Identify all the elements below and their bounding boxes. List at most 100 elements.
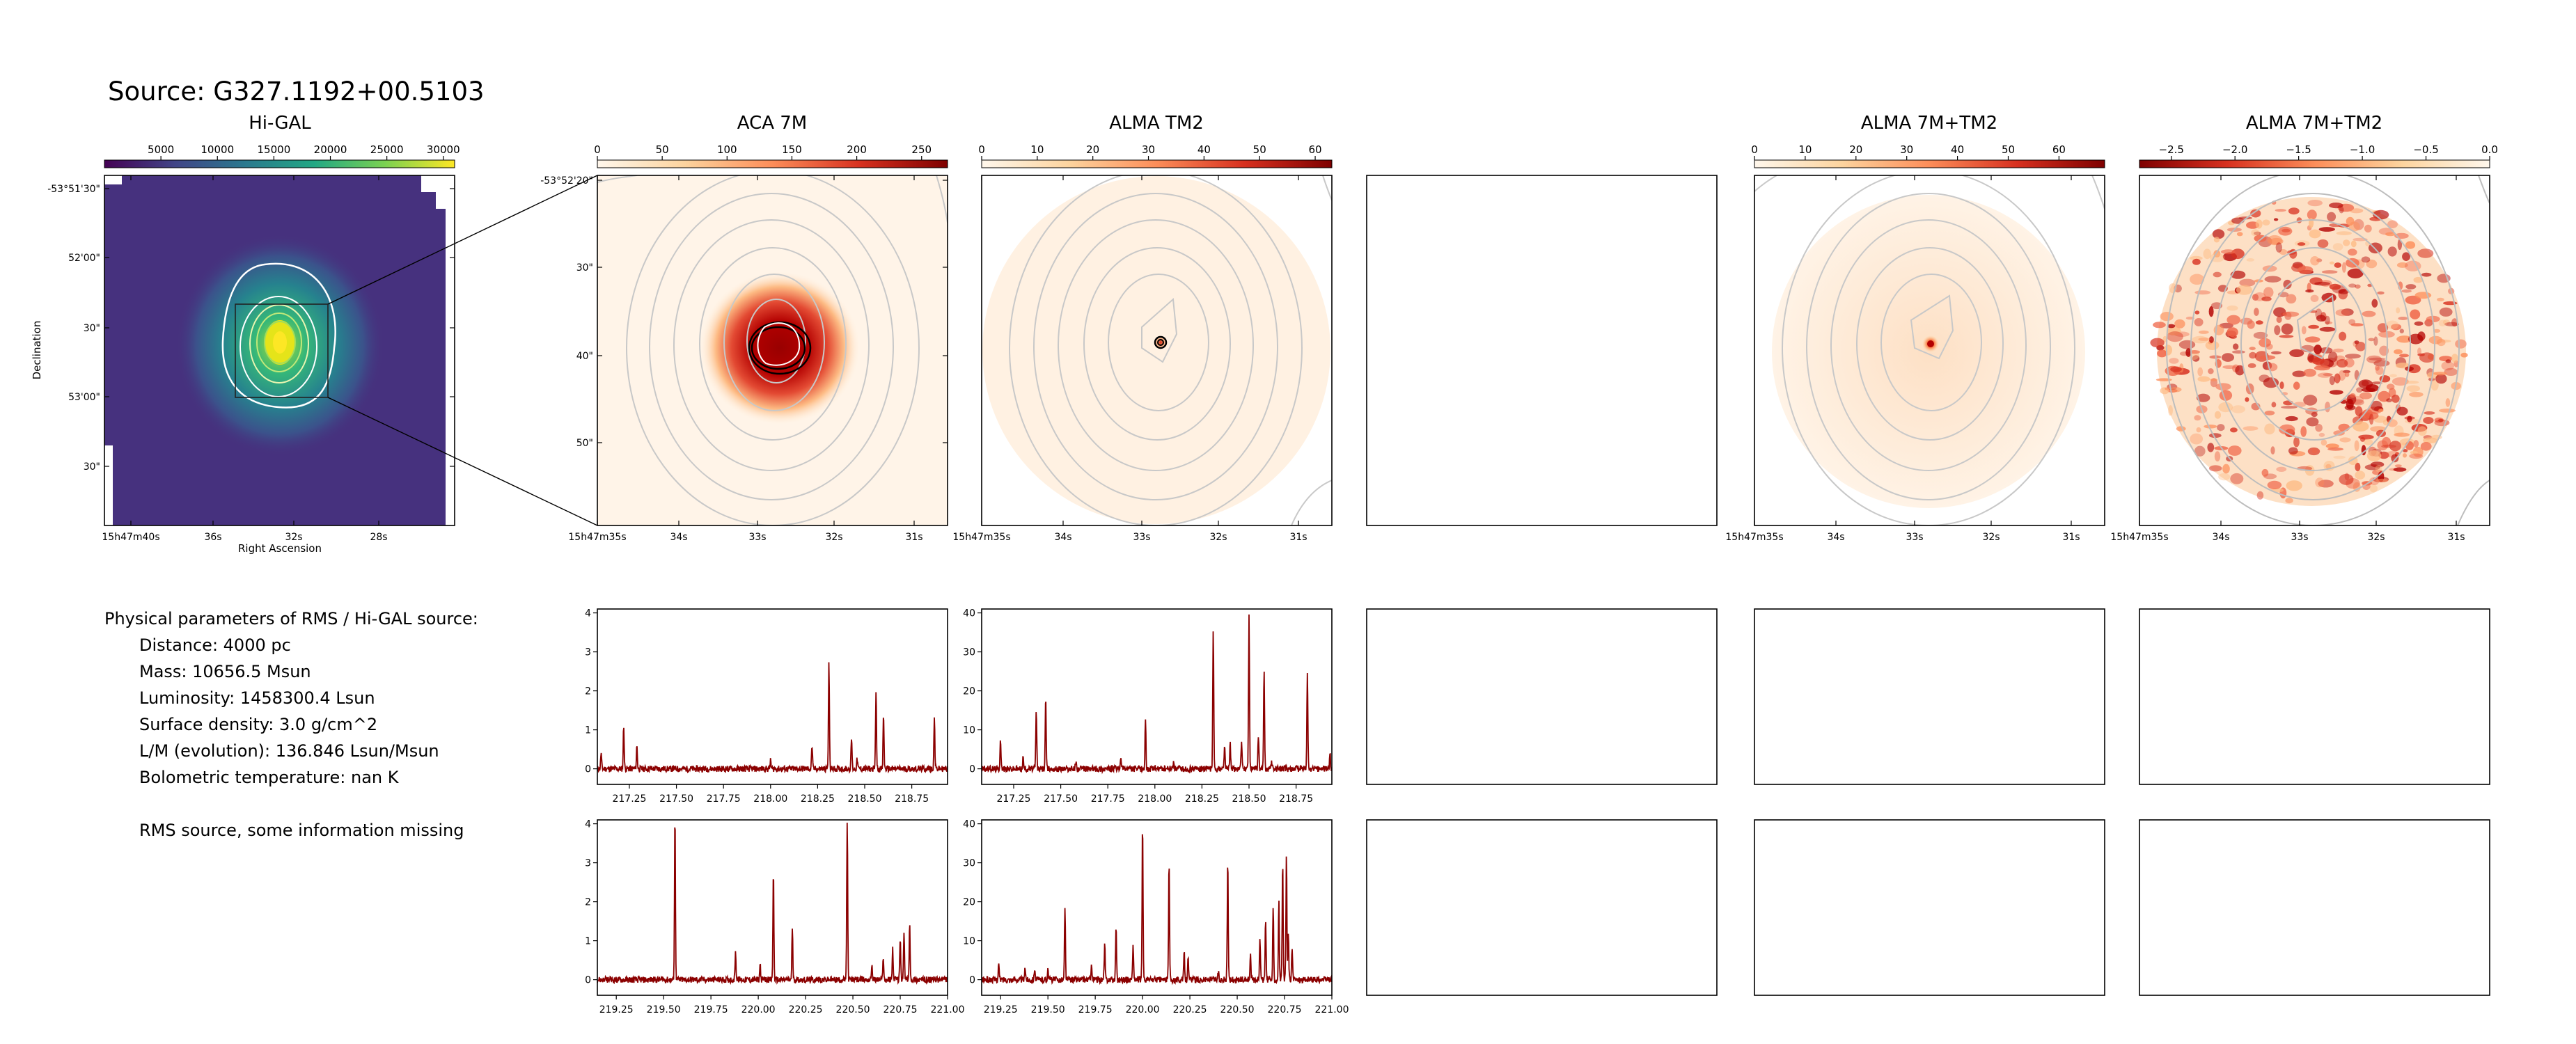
noise-blob	[2192, 258, 2201, 265]
higal-map-frame	[104, 175, 455, 526]
noise-blob	[2366, 259, 2378, 269]
aca7m-grey-contour	[649, 193, 894, 500]
axis-x-tick-label: 31s	[2447, 532, 2465, 543]
noise-blob	[2370, 461, 2385, 468]
noise-blob	[2194, 318, 2204, 326]
noise-blob	[2300, 345, 2315, 353]
noise-blob	[2413, 440, 2419, 448]
aca7m-grey-contour	[626, 175, 920, 525]
alma-tm2-grey-contour	[1083, 247, 1231, 441]
noise-blob	[2389, 441, 2401, 452]
noise-blob	[2185, 316, 2194, 320]
noise-blob	[2286, 294, 2297, 304]
noise-blob	[2444, 322, 2459, 326]
noise-blob	[2325, 402, 2331, 413]
colorbar-alma-7m-tm2: 0 10 20 30 40 50 60	[1751, 143, 2105, 168]
aca7m-grey-contour-corner	[936, 175, 948, 223]
noise-blob	[2275, 242, 2282, 253]
higal-contour-4	[256, 313, 302, 372]
noise-blob	[2382, 436, 2392, 448]
alma-7m-tm2-b-grey-contour-inner	[2296, 294, 2337, 360]
noise-blob	[2174, 319, 2185, 329]
spectrum-line	[597, 662, 948, 774]
colorbar-tick-label: −0.5	[2413, 143, 2438, 156]
noise-blob	[2396, 406, 2408, 416]
noise-blob	[2437, 297, 2444, 301]
spectrum-line	[982, 614, 1332, 775]
noise-blob	[2315, 424, 2323, 432]
noise-blob	[2369, 413, 2374, 425]
noise-blob	[2271, 402, 2277, 408]
noise-blob	[2222, 365, 2236, 370]
noise-blob	[2318, 432, 2325, 437]
spectrum-y-tick-label: 10	[963, 725, 975, 736]
noise-blob	[2300, 426, 2307, 437]
param-note: RMS source, some information missing	[139, 821, 464, 840]
colorbar-tick-label: 0	[978, 143, 985, 156]
noise-blob	[2344, 371, 2350, 377]
noise-blob	[2228, 445, 2242, 456]
spectrum-x-tick-label: 219.75	[694, 1004, 728, 1015]
param-luminosity: Luminosity: 1458300.4 Lsun	[139, 688, 375, 708]
noise-blob	[2327, 212, 2337, 222]
empty-spectrum-panel	[1366, 608, 1718, 785]
noise-blob	[2286, 480, 2302, 491]
spectrum-x-tick-label: 219.50	[647, 1004, 681, 1015]
noise-blob	[2362, 482, 2371, 490]
alma-tm2-map: 15h47m35s 34s 33s 32s 31s	[952, 175, 1333, 543]
aca7m-white-contour	[757, 322, 801, 366]
noise-blob	[2325, 321, 2333, 324]
noise-blob	[2170, 387, 2182, 393]
noise-blob	[2316, 258, 2323, 262]
noise-blob	[2194, 415, 2201, 421]
noise-blob	[2403, 449, 2408, 452]
noise-blob	[2405, 284, 2417, 290]
noise-blob	[2314, 281, 2330, 286]
noise-blob	[2419, 352, 2435, 363]
noise-blob	[2435, 374, 2447, 384]
axis-x-tick-label: 31s	[1289, 532, 1307, 543]
noise-blob	[2339, 206, 2344, 214]
noise-blob	[2198, 338, 2210, 341]
noise-blob	[2345, 354, 2361, 359]
noise-blob	[2312, 357, 2325, 365]
noise-blob	[2329, 203, 2343, 209]
noise-blob	[2314, 365, 2330, 371]
axis-x-tick-label: 15h47m35s	[568, 532, 626, 543]
alma-7m-tm2-grey-contour-corner	[1754, 175, 1777, 192]
spectrum-aca7m-lower: 0 1 2 3 4 219.25 219.50 219.75 220.00 220.25 220.5…	[585, 819, 964, 1015]
colorbar-alma-7m-tm2-bar	[1754, 159, 2105, 168]
colorbar-tick-label: 40	[1197, 143, 1211, 156]
noise-blob	[2438, 418, 2444, 422]
axis-x-tick-label: 33s	[1906, 532, 1923, 543]
noise-blob	[2178, 340, 2196, 349]
param-distance: Distance: 4000 pc	[139, 635, 291, 655]
noise-blob	[2278, 226, 2293, 236]
noise-blob	[2441, 361, 2455, 371]
axis-x-tick-label: 33s	[1133, 532, 1150, 543]
spectrum-x-tick-label: 218.25	[1185, 793, 1219, 805]
spectrum-x-tick-label: 221.00	[1315, 1004, 1349, 1015]
noise-blob	[2364, 438, 2373, 445]
axis-x-tick-label: 28s	[370, 532, 387, 543]
noise-blob	[2215, 383, 2231, 390]
noise-blob	[2368, 338, 2375, 342]
noise-blob	[2414, 321, 2424, 326]
noise-blob	[2235, 365, 2245, 376]
noise-blob	[2236, 285, 2253, 295]
noise-blob	[2176, 426, 2186, 432]
noise-blob	[2455, 339, 2467, 349]
noise-blob	[2255, 219, 2263, 229]
noise-blob	[2279, 335, 2294, 338]
alma-tm2-grey-contour-inner	[1141, 297, 1178, 363]
noise-blob	[2389, 374, 2397, 378]
noise-blob	[2444, 367, 2458, 377]
colorbar-tick-label: 20	[1849, 143, 1862, 156]
noise-blob	[2375, 366, 2384, 375]
colorbar-aca7m-bar	[597, 159, 948, 168]
panel-title-aca7m: ACA 7M	[737, 113, 808, 134]
alma-tm2-map-frame	[981, 175, 1333, 526]
noise-blob	[2396, 335, 2412, 343]
spectrum-x-tick-label: 217.25	[612, 793, 646, 805]
noise-blob	[2430, 379, 2439, 391]
